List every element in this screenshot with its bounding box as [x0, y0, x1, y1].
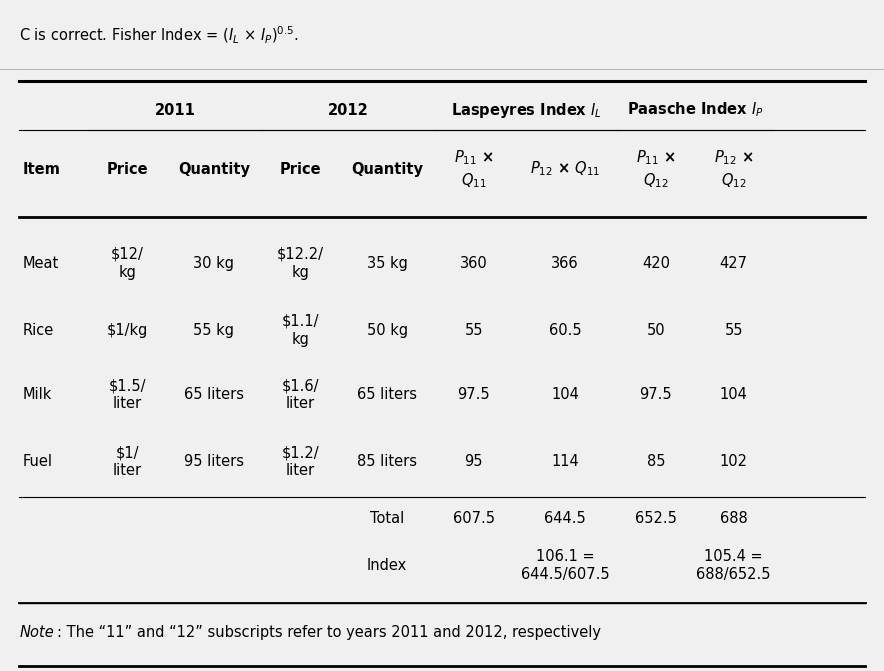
Text: 35 kg: 35 kg — [367, 256, 408, 270]
Text: $P_{11}$ ×
$Q_{11}$: $P_{11}$ × $Q_{11}$ — [453, 149, 494, 189]
Text: Item: Item — [23, 162, 61, 176]
Text: Meat: Meat — [23, 256, 59, 270]
Text: 360: 360 — [460, 256, 488, 270]
Text: Paasche Index $I_P$: Paasche Index $I_P$ — [627, 101, 763, 119]
Text: Quantity: Quantity — [178, 162, 250, 176]
Text: $P_{12}$ ×
$Q_{12}$: $P_{12}$ × $Q_{12}$ — [713, 149, 754, 189]
Text: Price: Price — [106, 162, 149, 176]
Text: 105.4 =
688/652.5: 105.4 = 688/652.5 — [697, 549, 771, 582]
Text: 644.5: 644.5 — [544, 511, 586, 525]
Text: $1.5/
liter: $1.5/ liter — [109, 378, 146, 411]
Text: 50 kg: 50 kg — [367, 323, 408, 338]
Text: 55: 55 — [725, 323, 743, 338]
Text: : The “11” and “12” subscripts refer to years 2011 and 2012, respectively: : The “11” and “12” subscripts refer to … — [57, 625, 600, 640]
Text: 427: 427 — [720, 256, 748, 270]
Text: 102: 102 — [720, 454, 748, 469]
Text: 60.5: 60.5 — [549, 323, 581, 338]
Text: $1/
liter: $1/ liter — [113, 445, 141, 478]
Text: 420: 420 — [642, 256, 670, 270]
Text: $12/
kg: $12/ kg — [110, 246, 144, 280]
Text: 652.5: 652.5 — [635, 511, 677, 525]
Text: 97.5: 97.5 — [458, 387, 490, 402]
Text: 55 kg: 55 kg — [194, 323, 234, 338]
Text: $12.2/
kg: $12.2/ kg — [277, 246, 324, 280]
Text: Fuel: Fuel — [23, 454, 53, 469]
Text: 104: 104 — [551, 387, 579, 402]
Text: 97.5: 97.5 — [640, 387, 672, 402]
Text: Note: Note — [19, 625, 54, 640]
Text: $1.6/
liter: $1.6/ liter — [282, 378, 319, 411]
Text: 50: 50 — [646, 323, 666, 338]
Text: 65 liters: 65 liters — [357, 387, 417, 402]
Text: Laspeyres Index $I_L$: Laspeyres Index $I_L$ — [451, 101, 601, 119]
Text: 607.5: 607.5 — [453, 511, 495, 525]
Text: Rice: Rice — [23, 323, 54, 338]
Text: $1.1/
kg: $1.1/ kg — [282, 313, 319, 347]
Text: 114: 114 — [551, 454, 579, 469]
Text: 85 liters: 85 liters — [357, 454, 417, 469]
Text: 65 liters: 65 liters — [184, 387, 244, 402]
Text: 30 kg: 30 kg — [194, 256, 234, 270]
Text: 95 liters: 95 liters — [184, 454, 244, 469]
Text: $1.2/
liter: $1.2/ liter — [282, 445, 319, 478]
Text: Price: Price — [279, 162, 322, 176]
Text: 688: 688 — [720, 511, 748, 525]
Text: 2011: 2011 — [155, 103, 195, 117]
Text: $1/kg: $1/kg — [107, 323, 148, 338]
Text: Total: Total — [370, 511, 404, 525]
Text: Quantity: Quantity — [351, 162, 423, 176]
Text: 366: 366 — [551, 256, 579, 270]
Text: 106.1 =
644.5/607.5: 106.1 = 644.5/607.5 — [521, 549, 609, 582]
Text: 2012: 2012 — [328, 103, 369, 117]
Text: $P_{11}$ ×
$Q_{12}$: $P_{11}$ × $Q_{12}$ — [636, 149, 676, 189]
Text: Milk: Milk — [23, 387, 52, 402]
Text: $P_{12}$ × $Q_{11}$: $P_{12}$ × $Q_{11}$ — [530, 160, 600, 178]
Text: 85: 85 — [647, 454, 665, 469]
Text: 55: 55 — [465, 323, 483, 338]
Text: 104: 104 — [720, 387, 748, 402]
Text: C is correct. Fisher Index = ($I_L$ $\times$ $I_P$)$^{0.5}$.: C is correct. Fisher Index = ($I_L$ $\ti… — [19, 25, 299, 46]
Text: Index: Index — [367, 558, 408, 573]
Text: 95: 95 — [465, 454, 483, 469]
